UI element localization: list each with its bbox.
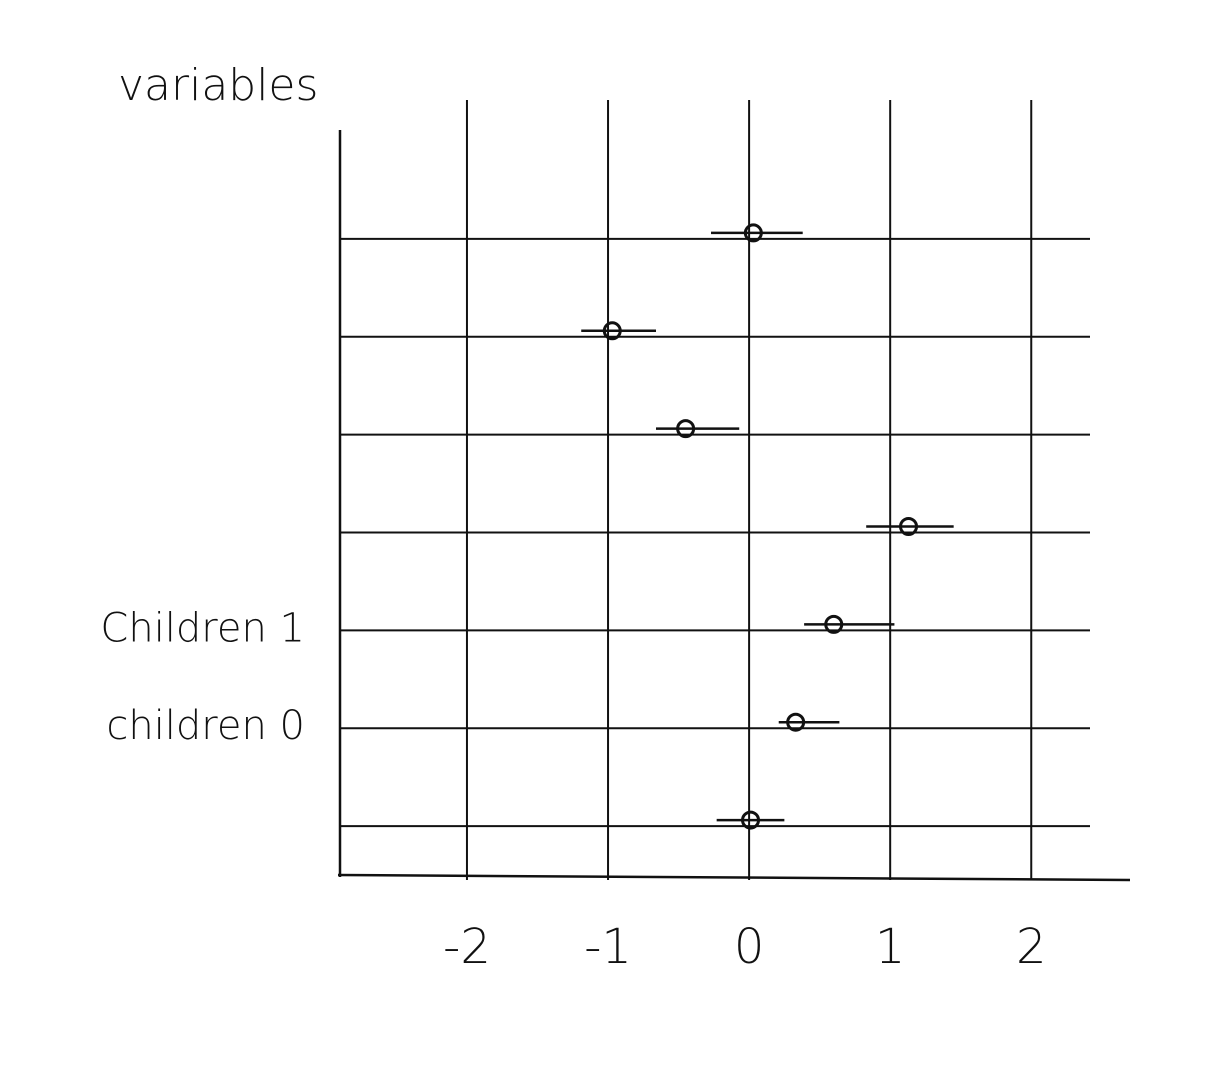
point	[676, 419, 696, 439]
x-axis	[337, 873, 1131, 882]
x-tick-label: -1	[584, 919, 632, 975]
x-tick-label: 2	[1016, 919, 1047, 975]
x-tick-label: 0	[734, 919, 765, 975]
point	[741, 810, 761, 830]
x-tick-label: 1	[875, 919, 906, 975]
point	[824, 614, 844, 634]
y-tick-label: Children 1	[100, 605, 305, 651]
x-tick-label: -2	[443, 919, 491, 975]
point	[899, 517, 919, 536]
point	[602, 321, 622, 341]
chart-title: variables	[118, 60, 318, 111]
point	[743, 223, 763, 243]
point	[786, 712, 806, 732]
y-tick-label: children 0	[106, 703, 305, 749]
